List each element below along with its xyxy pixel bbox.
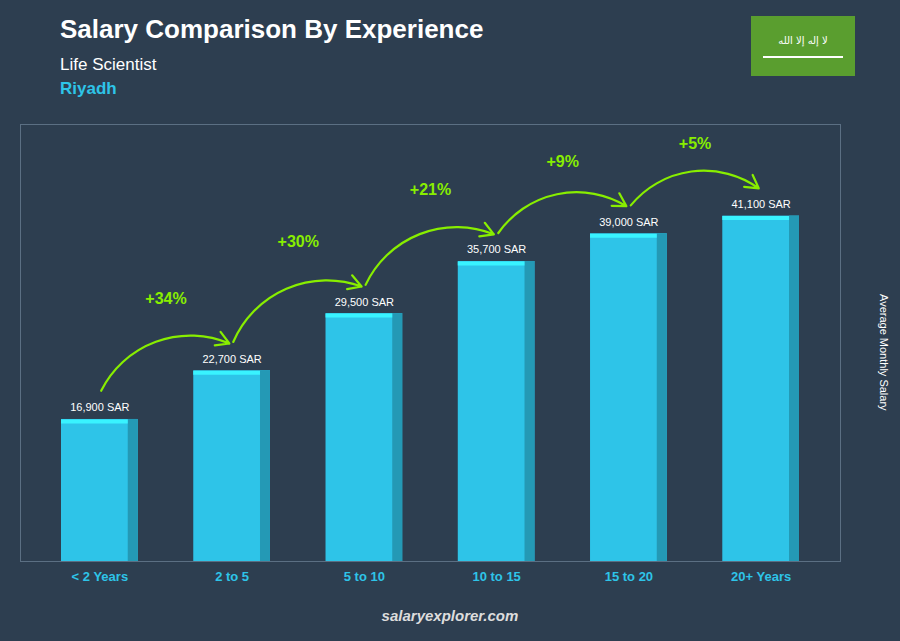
svg-text:+21%: +21% (410, 181, 451, 198)
svg-text:22,700 SAR: 22,700 SAR (202, 353, 261, 365)
svg-text:20+ Years: 20+ Years (731, 569, 791, 584)
svg-text:< 2 Years: < 2 Years (72, 569, 129, 584)
svg-text:5 to 10: 5 to 10 (344, 569, 385, 584)
svg-text:29,500 SAR: 29,500 SAR (335, 296, 394, 308)
svg-text:39,000 SAR: 39,000 SAR (599, 216, 658, 228)
html-text:Riyadh: Riyadh (60, 79, 117, 98)
html-text:لا إله إلا الله: لا إله إلا الله (778, 34, 828, 46)
html-text:Life Scientist: Life Scientist (60, 55, 157, 74)
html-text:salaryexplorer.com: salaryexplorer.com (381, 607, 519, 624)
svg-text:2 to 5: 2 to 5 (215, 569, 249, 584)
svg-text:+30%: +30% (278, 233, 319, 250)
svg-text:10 to 15: 10 to 15 (472, 569, 520, 584)
svg-text:41,100 SAR: 41,100 SAR (731, 198, 790, 210)
html-text:Salary Comparison By Experienc: Salary Comparison By Experience (60, 14, 484, 44)
svg-text:15 to 20: 15 to 20 (605, 569, 653, 584)
svg-text:16,900 SAR: 16,900 SAR (70, 401, 129, 413)
svg-text:35,700 SAR: 35,700 SAR (467, 243, 526, 255)
svg-text:+34%: +34% (145, 290, 186, 307)
svg-text:+9%: +9% (547, 153, 579, 170)
html-text:Average Monthly Salary: Average Monthly Salary (878, 294, 890, 411)
svg-text:+5%: +5% (679, 135, 711, 152)
